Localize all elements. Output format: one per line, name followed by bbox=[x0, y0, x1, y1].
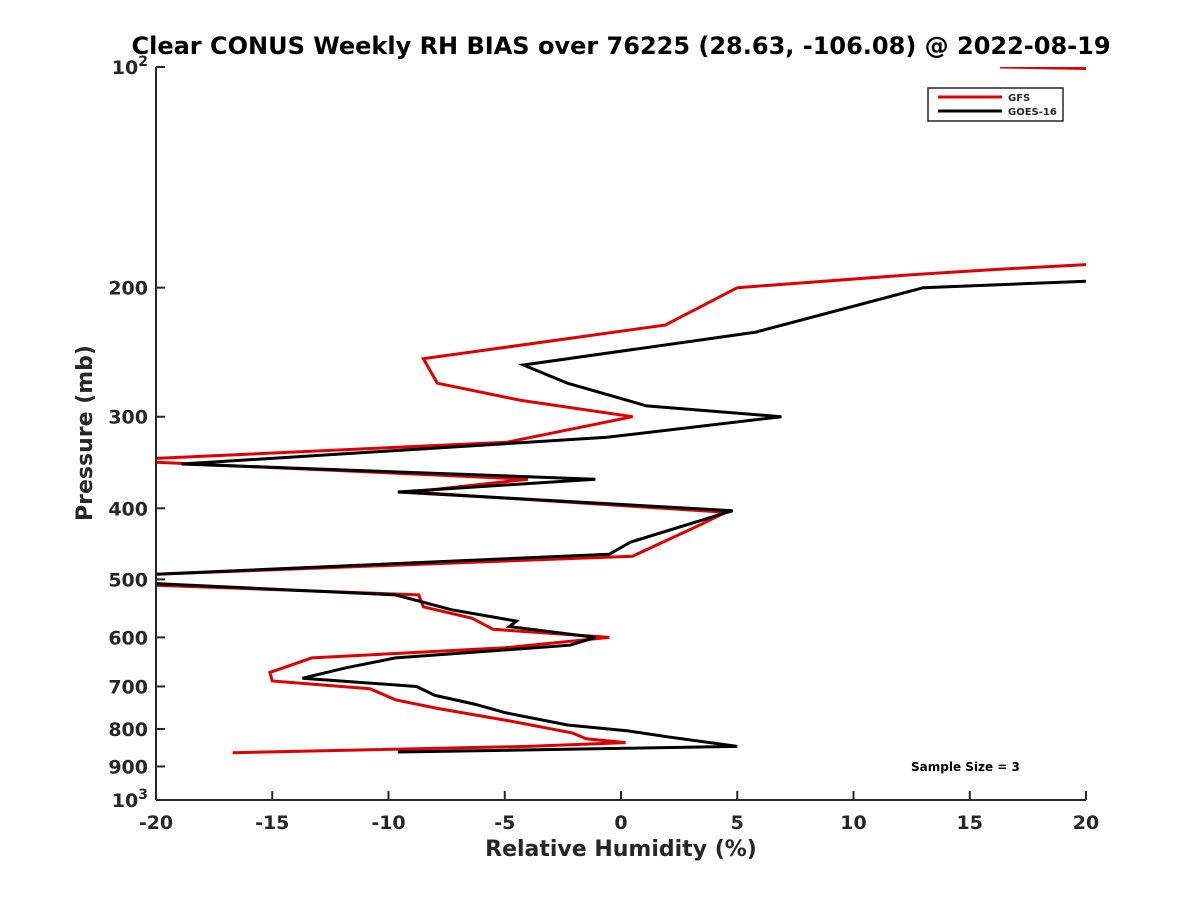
series-line-goes-16 bbox=[156, 279, 1086, 754]
sample-size-note: Sample Size = 3 bbox=[911, 760, 1020, 774]
x-tick-label: -10 bbox=[371, 812, 405, 834]
y-tick-label: 200 bbox=[108, 278, 148, 300]
y-tick-label: 500 bbox=[108, 569, 148, 591]
legend-label: GOES-16 bbox=[1008, 107, 1057, 118]
y-tick-label: 700 bbox=[108, 676, 148, 698]
chart-title: Clear CONUS Weekly RH BIAS over 76225 (2… bbox=[131, 32, 1110, 60]
y-tick-label: 900 bbox=[108, 756, 148, 778]
y-axis-label: Pressure (mb) bbox=[73, 345, 98, 521]
legend-box bbox=[927, 87, 1064, 122]
y-tick-label: 800 bbox=[108, 719, 148, 741]
x-tick-label: 0 bbox=[614, 812, 627, 834]
legend: GFS GOES-16 bbox=[927, 87, 1064, 122]
x-tick-label: 15 bbox=[957, 812, 983, 834]
legend-label: GFS bbox=[1008, 93, 1030, 104]
x-tick-label: 5 bbox=[731, 812, 744, 834]
x-axis-label: Relative Humidity (%) bbox=[485, 837, 757, 862]
series-layer bbox=[156, 67, 1086, 755]
y-tick-label: 102 bbox=[112, 54, 148, 79]
x-tick-label: 10 bbox=[840, 812, 866, 834]
x-tick-label: -15 bbox=[255, 812, 289, 834]
series-line-gfs bbox=[156, 67, 1086, 755]
y-tick-label: 400 bbox=[108, 498, 148, 520]
y-tick-label: 300 bbox=[108, 407, 148, 429]
y-tick-label: 600 bbox=[108, 627, 148, 649]
x-tick-label: -20 bbox=[139, 812, 173, 834]
x-tick-label: 20 bbox=[1073, 812, 1099, 834]
x-tick-label: -5 bbox=[494, 812, 515, 834]
y-tick-label: 103 bbox=[112, 787, 148, 812]
axes-layer: -20 -15 -10 -5 0 5 10 15 20 102 200 300 400 500 600 700… bbox=[108, 54, 1099, 834]
